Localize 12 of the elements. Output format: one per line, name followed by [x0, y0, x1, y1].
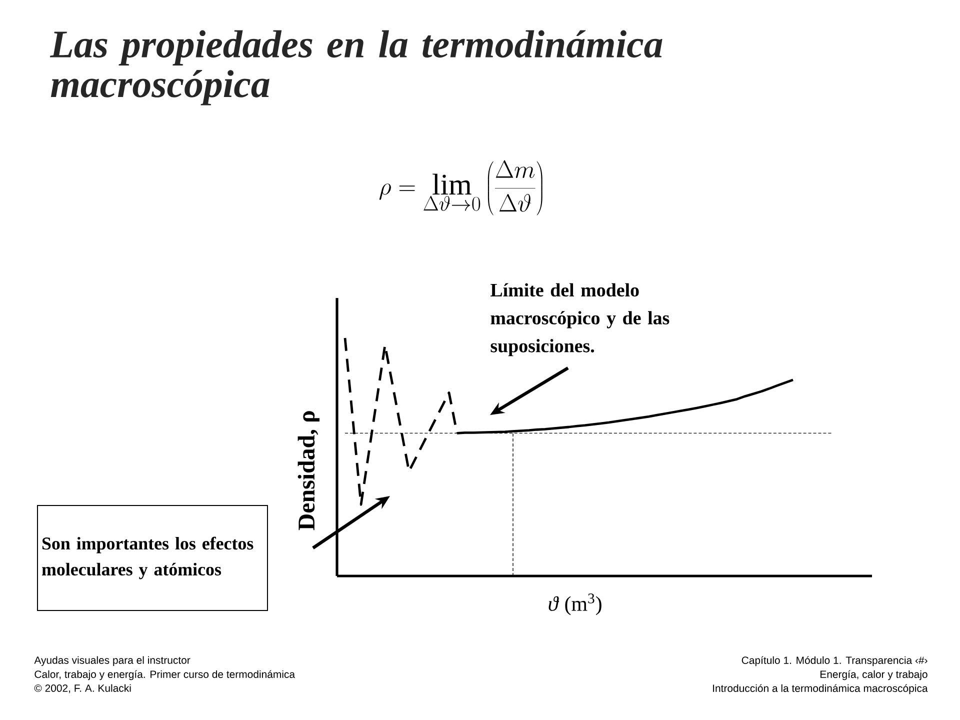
text: Son importantes los efectos moleculares y atómicos: [42, 536, 254, 580]
text: $\rho = \lim_{\Delta\vartheta \to 0}\left(\frac{\Delta m}{\Delta\vartheta}\right)$: [379, 160, 542, 216]
chart-title: Las propiedades en la termodinámica macroscópica: [50, 30, 662, 106]
text: Capítulo 1. Módulo 1. Transparencia ‹#›: [742, 656, 928, 666]
text: Energía, calor y trabajo: [820, 670, 928, 680]
y-axis-title: Densidad, ρ: [298, 411, 320, 530]
text: Introducción a la termodinámica macroscópica: [713, 684, 928, 694]
text: Ayudas visuales para el instructor: [34, 656, 190, 666]
text: Calor, trabajo y energía. Primer curso de termodinámica: [34, 670, 296, 680]
x-axis-title: ϑ (m$^{3}$): [548, 594, 602, 616]
text: © 2002, F. A. Kulacki: [34, 684, 131, 694]
annotation: Límite del modelo macroscópico y de las suposiciones.: [490, 283, 670, 356]
